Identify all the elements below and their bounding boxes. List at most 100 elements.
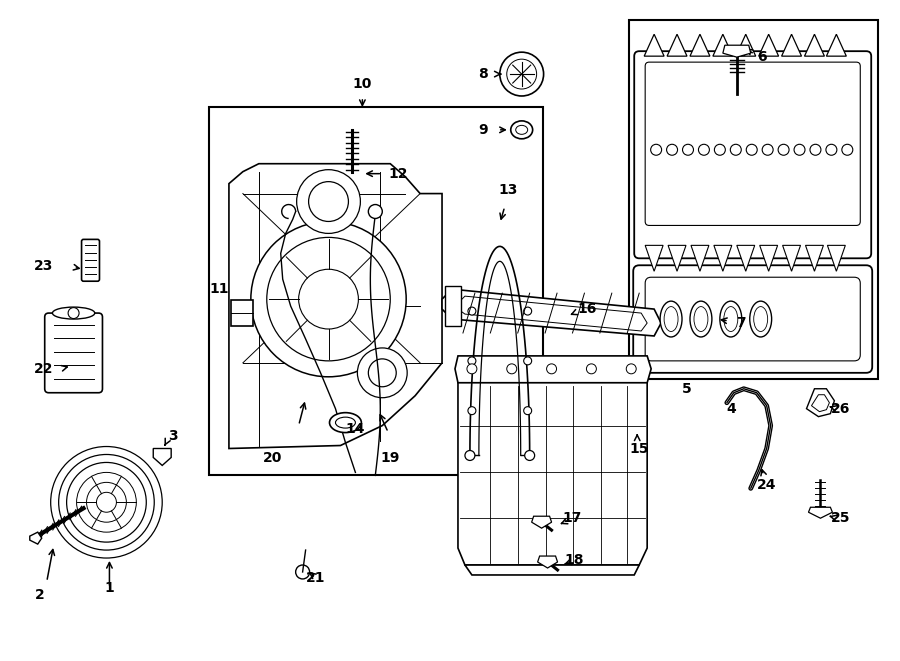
- Bar: [209, 107, 543, 475]
- Polygon shape: [532, 516, 552, 528]
- Ellipse shape: [724, 307, 738, 332]
- Text: 26: 26: [831, 402, 850, 416]
- Circle shape: [368, 204, 382, 219]
- Circle shape: [309, 182, 348, 221]
- Circle shape: [96, 492, 116, 512]
- Text: 6: 6: [757, 50, 767, 64]
- Polygon shape: [781, 34, 802, 56]
- Polygon shape: [668, 245, 686, 271]
- Polygon shape: [759, 34, 778, 56]
- Ellipse shape: [510, 121, 533, 139]
- Polygon shape: [723, 45, 751, 57]
- Ellipse shape: [750, 301, 771, 337]
- Polygon shape: [737, 245, 755, 271]
- Text: 16: 16: [578, 302, 597, 316]
- Circle shape: [368, 359, 396, 387]
- Circle shape: [251, 221, 406, 377]
- Text: 10: 10: [353, 77, 372, 91]
- Polygon shape: [827, 245, 845, 271]
- Polygon shape: [760, 245, 778, 271]
- Ellipse shape: [715, 144, 725, 155]
- Ellipse shape: [516, 126, 527, 134]
- FancyBboxPatch shape: [45, 313, 103, 393]
- Polygon shape: [812, 395, 830, 412]
- Text: 25: 25: [831, 511, 850, 525]
- Text: 14: 14: [346, 422, 365, 436]
- Text: 7: 7: [736, 316, 745, 330]
- Text: 20: 20: [264, 451, 283, 465]
- Polygon shape: [690, 34, 710, 56]
- Ellipse shape: [660, 301, 682, 337]
- FancyBboxPatch shape: [634, 51, 871, 258]
- Polygon shape: [714, 245, 732, 271]
- Text: 4: 4: [726, 402, 735, 416]
- Polygon shape: [667, 34, 687, 56]
- Polygon shape: [537, 556, 557, 568]
- Circle shape: [467, 364, 477, 374]
- Text: 5: 5: [682, 382, 692, 396]
- Ellipse shape: [690, 301, 712, 337]
- Bar: [231, 300, 253, 326]
- Circle shape: [524, 407, 532, 414]
- Polygon shape: [806, 389, 834, 416]
- Ellipse shape: [336, 417, 356, 428]
- Ellipse shape: [698, 144, 709, 155]
- Circle shape: [587, 364, 597, 374]
- Circle shape: [468, 407, 476, 414]
- Circle shape: [468, 357, 476, 365]
- Circle shape: [525, 451, 535, 461]
- Ellipse shape: [762, 144, 773, 155]
- Polygon shape: [645, 245, 663, 271]
- Ellipse shape: [667, 144, 678, 155]
- Circle shape: [468, 307, 476, 315]
- Text: 15: 15: [630, 442, 649, 455]
- FancyBboxPatch shape: [634, 265, 872, 373]
- Polygon shape: [713, 34, 733, 56]
- Polygon shape: [30, 532, 41, 544]
- Polygon shape: [805, 34, 824, 56]
- Text: 21: 21: [306, 571, 326, 585]
- Ellipse shape: [794, 144, 805, 155]
- Ellipse shape: [720, 301, 742, 337]
- Ellipse shape: [810, 144, 821, 155]
- Circle shape: [58, 455, 154, 550]
- Polygon shape: [153, 449, 171, 465]
- Polygon shape: [691, 245, 709, 271]
- Ellipse shape: [746, 144, 757, 155]
- Ellipse shape: [826, 144, 837, 155]
- Polygon shape: [229, 164, 442, 449]
- Circle shape: [67, 463, 147, 542]
- FancyBboxPatch shape: [645, 62, 860, 225]
- Text: 13: 13: [498, 182, 518, 196]
- Polygon shape: [458, 383, 647, 565]
- Text: 1: 1: [104, 581, 114, 595]
- Polygon shape: [465, 565, 639, 575]
- Polygon shape: [644, 34, 664, 56]
- Ellipse shape: [651, 144, 661, 155]
- Circle shape: [86, 483, 126, 522]
- Text: 22: 22: [34, 362, 54, 376]
- Ellipse shape: [52, 307, 94, 319]
- Circle shape: [296, 565, 310, 579]
- Text: 19: 19: [381, 451, 400, 465]
- FancyBboxPatch shape: [82, 239, 100, 281]
- Text: 12: 12: [389, 167, 409, 180]
- Polygon shape: [783, 245, 800, 271]
- Ellipse shape: [778, 144, 789, 155]
- Circle shape: [524, 307, 532, 315]
- Polygon shape: [808, 507, 833, 518]
- Text: 18: 18: [565, 553, 584, 567]
- Circle shape: [465, 451, 475, 461]
- Polygon shape: [458, 296, 647, 331]
- Ellipse shape: [730, 144, 742, 155]
- Text: 23: 23: [34, 259, 54, 273]
- Bar: [445, 286, 461, 326]
- Circle shape: [50, 447, 162, 558]
- Text: 17: 17: [562, 511, 581, 525]
- Polygon shape: [826, 34, 846, 56]
- Circle shape: [524, 357, 532, 365]
- Circle shape: [507, 59, 536, 89]
- Polygon shape: [442, 289, 662, 336]
- Ellipse shape: [753, 307, 768, 332]
- Ellipse shape: [694, 307, 708, 332]
